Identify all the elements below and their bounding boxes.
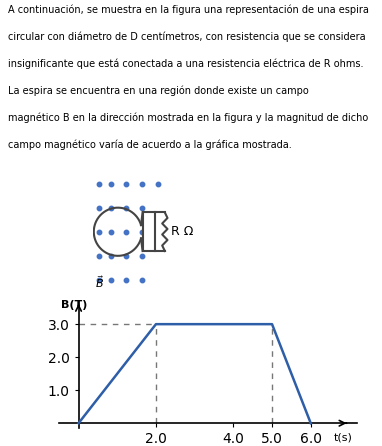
Text: magnético B en la dirección mostrada en la figura y la magnitud de dicho: magnético B en la dirección mostrada en … [8,112,368,123]
Text: t(s): t(s) [334,433,353,442]
Text: A continuación, se muestra en la figura una representación de una espira: A continuación, se muestra en la figura … [8,4,369,15]
Text: insignificante que está conectada a una resistencia eléctrica de R ohms.: insignificante que está conectada a una … [8,58,363,69]
Text: circular con diámetro de D centímetros, con resistencia que se considera: circular con diámetro de D centímetros, … [8,32,365,42]
Text: $\vec{B}$: $\vec{B}$ [95,274,104,289]
Text: B(T): B(T) [61,300,87,310]
Text: campo magnético varía de acuerdo a la gráfica mostrada.: campo magnético varía de acuerdo a la gr… [8,140,291,150]
Text: La espira se encuentra en una región donde existe un campo: La espira se encuentra en una región don… [8,86,308,96]
Text: R Ω: R Ω [172,225,194,238]
Bar [142,212,155,251]
